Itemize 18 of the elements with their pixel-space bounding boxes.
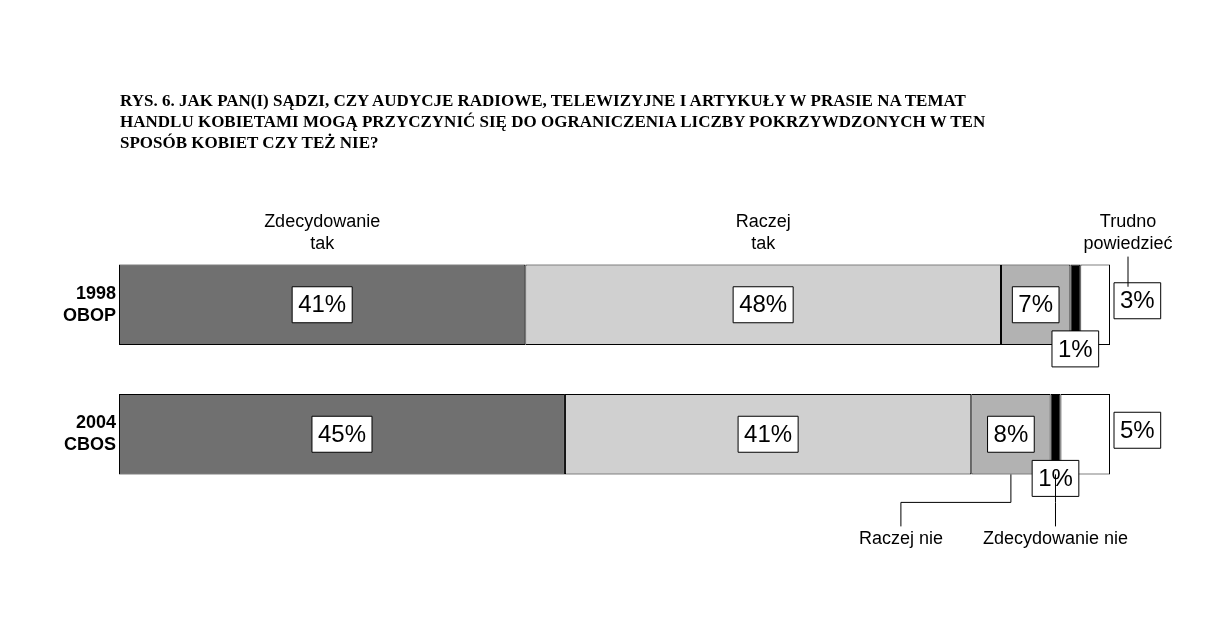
data-label: 41% [744,419,793,447]
text: Raczej nie [858,528,943,549]
series-label: Raczej tak [735,210,791,253]
data-label: 5% [1120,415,1155,443]
data-label: 1% [1057,334,1093,362]
data-label: 48% [739,290,788,318]
series-label: Zdecydowanie tak [264,210,381,253]
data-label: 7% [1018,290,1054,318]
y-tick-label: 2004 CBOS [63,412,117,455]
data-label: 3% [1120,286,1155,314]
data-label: 45% [317,419,366,447]
text: Zdecydowanie nie [982,528,1129,549]
y-tick-label: 1998 OBOP [62,282,117,325]
data-label: 8% [993,419,1029,447]
data-label: 1% [1038,464,1073,492]
data-label: 41% [298,290,347,318]
chart-title: RYS. 6. JAK PAN(I) SĄDZI, CZY AUDYCJE RADIOWE, TELEWIZYJNE I ARTYKUŁY W PRASIE NA TEMAT HANDLU KOBIETAMI MOGĄ PRZYCZYNIĆ SIĘ DO OGRANICZENIA LICZBY POKRZYWDZONYCH W TEN SPOSÓB KOBIET CZY TEŻ NIE? [120,90,987,153]
series-label: Trudno powiedzieć [1083,210,1173,253]
